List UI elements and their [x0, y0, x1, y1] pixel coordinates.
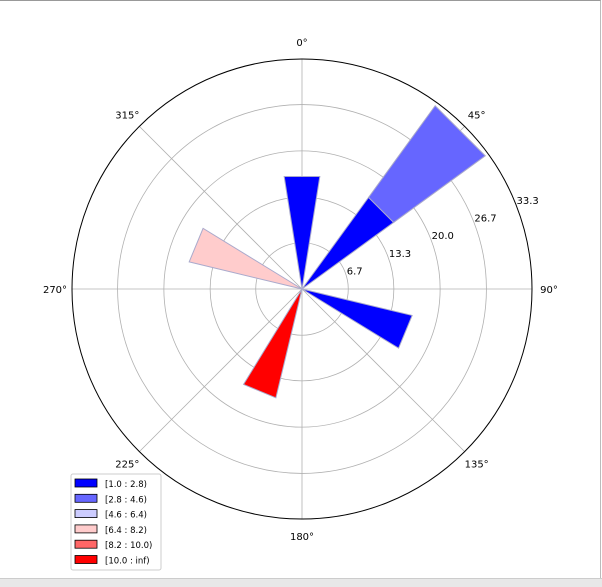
bar-segment [283, 175, 321, 290]
grid-spoke [301, 288, 465, 452]
angle-label: 225° [115, 460, 139, 471]
angle-label: 90° [540, 285, 558, 296]
radial-tick-label: 6.7 [347, 266, 363, 277]
legend-label: [8.2 : 10.0) [105, 541, 152, 551]
legend-label: [2.8 : 4.6) [105, 495, 147, 505]
legend-swatch [74, 539, 98, 549]
legend-swatch [74, 555, 98, 564]
angle-label: 180° [290, 532, 314, 543]
legend-label: [6.4 : 8.2) [105, 526, 147, 536]
bar-segment [301, 288, 413, 349]
bar-segment [242, 288, 303, 399]
status-bar [0, 578, 602, 587]
legend-label: [1.0 : 2.8) [105, 480, 147, 490]
legend-label: [4.6 : 6.4) [105, 511, 147, 521]
legend-swatch [74, 509, 98, 519]
outer-circle [71, 58, 533, 520]
bar-segment [188, 227, 303, 290]
angle-label: 45° [468, 110, 486, 121]
grid-spoke [139, 288, 303, 452]
angle-label: 0° [296, 38, 307, 49]
legend-label: [10.0 : inf) [105, 557, 150, 567]
angle-label: 270° [43, 285, 67, 296]
radial-tick-label: 26.7 [474, 213, 496, 224]
angle-label: 135° [465, 460, 489, 471]
bar-segment [367, 104, 487, 224]
radial-tick-label: 13.3 [389, 249, 411, 260]
legend-swatch [74, 478, 98, 488]
grid-spoke [139, 126, 303, 290]
angle-label: 315° [115, 110, 139, 121]
legend-swatch [74, 524, 98, 534]
radial-tick-label: 33.3 [516, 196, 538, 207]
radial-tick-label: 20.0 [432, 231, 454, 242]
legend-swatch [74, 493, 98, 503]
